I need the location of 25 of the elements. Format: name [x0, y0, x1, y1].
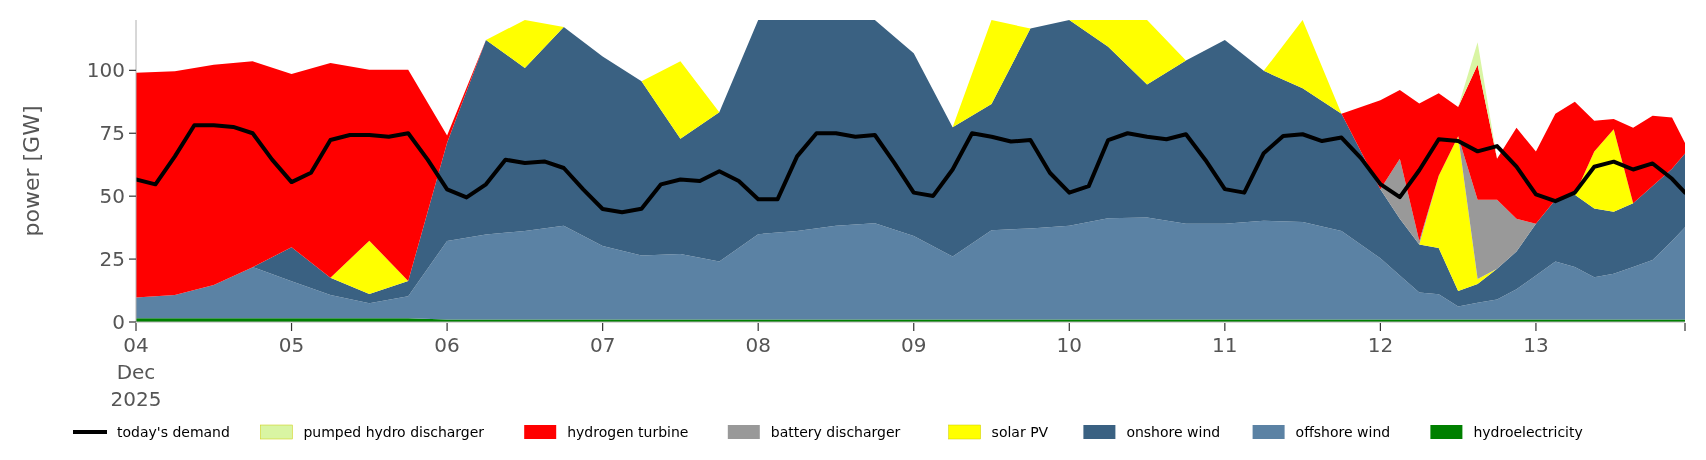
x-tick-label: 10: [1056, 333, 1083, 357]
x-tick-label: 04 Dec 2025: [110, 333, 162, 411]
y-tick-label: 0: [112, 310, 125, 334]
x-tick-label: 08: [745, 333, 771, 357]
legend-label: offshore wind: [1295, 423, 1391, 440]
legend-label: solar PV: [991, 423, 1049, 440]
x-tick-label: 11: [1212, 333, 1238, 357]
legend-label: onshore wind: [1126, 423, 1221, 440]
y-tick-label: 50: [99, 184, 125, 209]
y-tick-label: 25: [99, 247, 125, 272]
legend-label: hydrogen turbine: [567, 423, 689, 440]
line-series: [136, 123, 1685, 215]
y-axis-title: power [GW]: [19, 105, 44, 237]
x-tick-label: 13: [1523, 333, 1549, 357]
x-tick-label: 05: [278, 333, 305, 357]
x-tick-label: 12: [1367, 333, 1394, 357]
x-tick-label: 09: [901, 333, 927, 357]
x-tick-label: 06: [434, 333, 460, 357]
legend-label: today's demand: [117, 423, 230, 440]
legend-label: battery discharger: [770, 423, 901, 440]
y-tick-label: 75: [99, 121, 125, 146]
y-tick-label: 100: [86, 58, 125, 83]
legend-label: pumped hydro discharger: [303, 423, 485, 440]
x-tick-label: 07: [589, 333, 616, 357]
legend-label: hydroelectricity: [1473, 423, 1583, 440]
